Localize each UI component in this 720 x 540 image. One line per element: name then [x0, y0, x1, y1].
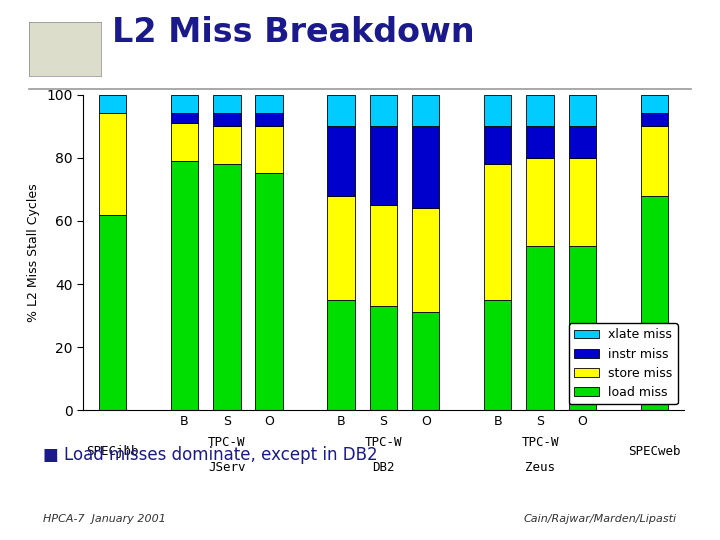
Bar	[369, 126, 397, 205]
Text: HPCA-7  January 2001: HPCA-7 January 2001	[43, 514, 166, 524]
Bar	[641, 94, 668, 113]
Bar	[369, 94, 397, 126]
Bar	[171, 161, 198, 410]
Bar	[328, 94, 355, 126]
Bar	[641, 195, 668, 410]
Bar	[328, 126, 355, 195]
Bar	[569, 94, 596, 126]
Bar	[171, 94, 198, 113]
Bar	[526, 94, 554, 126]
Text: Cain/Rajwar/Marden/Lipasti: Cain/Rajwar/Marden/Lipasti	[523, 514, 677, 524]
Bar	[99, 214, 126, 410]
Bar	[171, 113, 198, 123]
Bar	[213, 126, 240, 164]
Bar	[484, 126, 511, 164]
Bar	[328, 300, 355, 410]
Bar	[369, 205, 397, 306]
Bar	[99, 113, 126, 214]
Bar	[484, 164, 511, 300]
Bar	[569, 158, 596, 246]
Bar	[213, 113, 240, 126]
Bar	[99, 94, 126, 113]
Bar	[369, 306, 397, 410]
Bar	[256, 173, 283, 410]
Text: TPC-W: TPC-W	[521, 436, 559, 449]
Bar	[484, 300, 511, 410]
Legend: xlate miss, instr miss, store miss, load miss: xlate miss, instr miss, store miss, load…	[569, 323, 678, 404]
Text: TPC-W: TPC-W	[208, 436, 246, 449]
Bar	[569, 126, 596, 158]
Bar	[213, 164, 240, 410]
Text: L2 Miss Breakdown: L2 Miss Breakdown	[112, 16, 474, 49]
Bar	[484, 94, 511, 126]
Bar	[412, 208, 439, 313]
Bar	[412, 94, 439, 126]
Bar	[213, 94, 240, 113]
Bar	[526, 246, 554, 410]
Bar	[641, 126, 668, 195]
Text: DB2: DB2	[372, 461, 395, 474]
Bar	[328, 195, 355, 300]
Text: Zeus: Zeus	[525, 461, 555, 474]
Bar	[641, 113, 668, 126]
Bar	[256, 94, 283, 113]
Bar	[256, 126, 283, 173]
Text: SPECweb: SPECweb	[628, 445, 680, 458]
Bar	[526, 126, 554, 158]
Bar	[256, 113, 283, 126]
Bar	[412, 313, 439, 410]
Text: TPC-W: TPC-W	[364, 436, 402, 449]
Text: ■ Load misses dominate, except in DB2: ■ Load misses dominate, except in DB2	[43, 446, 378, 463]
Text: JServ: JServ	[208, 461, 246, 474]
Y-axis label: % L2 Miss Stall Cycles: % L2 Miss Stall Cycles	[27, 183, 40, 322]
Bar	[569, 246, 596, 410]
Text: SPECjbb: SPECjbb	[86, 445, 139, 458]
Bar	[171, 123, 198, 161]
Bar	[412, 126, 439, 208]
Bar	[526, 158, 554, 246]
